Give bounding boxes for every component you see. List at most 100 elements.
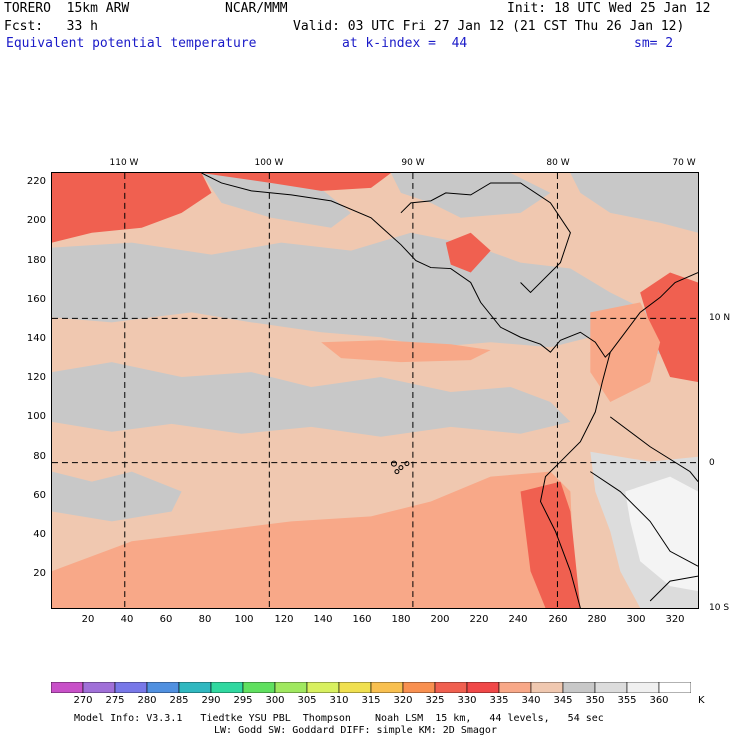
colorbar-label: 295: [233, 695, 253, 706]
field-region-330-335: [52, 173, 212, 243]
lat-label: 10 S: [709, 603, 730, 613]
lon-label: 100 W: [254, 158, 284, 168]
colorbar-swatch: [434, 682, 468, 693]
colorbar-swatch: [466, 682, 500, 693]
colorbar-label: 355: [617, 695, 637, 706]
colorbar-label: 325: [425, 695, 445, 706]
institution-label: NCAR/MMM: [225, 1, 288, 16]
colorbar-swatch: [370, 682, 404, 693]
colorbar-swatch: [626, 682, 660, 693]
field-region-335-340: [590, 302, 661, 402]
lon-label: 90 W: [401, 158, 425, 168]
colorbar-label: 340: [521, 695, 541, 706]
lat-label: 10 N: [709, 313, 731, 323]
y-tick: 40: [33, 529, 46, 540]
x-tick: 140: [313, 614, 333, 625]
x-tick: 100: [234, 614, 254, 625]
coastline-south-america: [539, 352, 611, 608]
y-tick: 120: [26, 372, 46, 383]
field-region-345-350: [570, 173, 698, 233]
galapagos-islands: [390, 460, 410, 475]
colorbar-swatch: [498, 682, 532, 693]
border-peru: [590, 471, 698, 567]
colorbar-label: 315: [361, 695, 381, 706]
colorbar-swatch: [242, 682, 276, 693]
field-region-330-335: [201, 173, 391, 191]
x-tick: 280: [587, 614, 607, 625]
field-region-345-350: [52, 471, 182, 522]
field-region-335-340: [52, 471, 576, 608]
colorbar-unit: K: [698, 695, 705, 706]
colorbar-label: 280: [137, 695, 157, 706]
colorbar-label: 360: [649, 695, 669, 706]
colorbar-label: 275: [105, 695, 125, 706]
colorbar-label: 335: [489, 695, 509, 706]
field-region-360: [625, 476, 698, 592]
colorbar-swatch: [594, 682, 628, 693]
y-tick: 80: [33, 451, 46, 462]
x-tick: 80: [198, 614, 212, 625]
x-tick: 160: [352, 614, 372, 625]
latlon-grid: [52, 173, 698, 608]
colorbar-swatch: [210, 682, 244, 693]
y-tick: 60: [33, 490, 46, 501]
colorbar-label: 330: [457, 695, 477, 706]
colorbar-swatch: [306, 682, 340, 693]
valid-time: Valid: 03 UTC Fri 27 Jan 12 (21 CST Thu …: [293, 19, 685, 34]
colorbar-swatch: [402, 682, 436, 693]
field-region-345-350: [52, 232, 698, 363]
y-tick: 100: [26, 411, 46, 422]
colorbar-label: 300: [265, 695, 285, 706]
coastline-central-america: [201, 173, 611, 358]
x-tick: 40: [120, 614, 134, 625]
x-tick: 300: [626, 614, 646, 625]
lat-label: 0: [709, 458, 715, 468]
smoothing-label: sm= 2: [634, 36, 674, 51]
colorbar-label: 270: [73, 695, 93, 706]
lon-label: 80 W: [546, 158, 570, 168]
colorbar-label: 320: [393, 695, 413, 706]
level-index: at k-index = 44: [342, 36, 468, 51]
x-tick: 120: [274, 614, 294, 625]
equivalent-potential-temperature-map: [51, 172, 699, 609]
coastlines: [201, 173, 698, 608]
y-tick: 200: [26, 215, 46, 226]
forecast-hour: Fcst: 33 h: [4, 19, 98, 34]
colorbar-swatch: [658, 682, 691, 693]
colorbar: [51, 682, 691, 693]
colorbar-label: 310: [329, 695, 349, 706]
colorbar-labels: 270 275 280 285 290 295 300 305 310 315 320 325 330 3…: [51, 695, 711, 707]
x-tick: 220: [469, 614, 489, 625]
y-tick: 220: [26, 176, 46, 187]
y-tick: 160: [26, 294, 46, 305]
field-region-330-335: [640, 272, 698, 383]
field-region-335-340: [321, 340, 491, 363]
colorbar-swatch: [530, 682, 564, 693]
coastline-colombia: [609, 272, 698, 353]
colorbar-swatch: [178, 682, 212, 693]
colorbar-label: 345: [553, 695, 573, 706]
colorbar-swatch: [51, 682, 84, 693]
x-tick: 180: [391, 614, 411, 625]
colorbar-label: 290: [201, 695, 221, 706]
colorbar-label: 305: [297, 695, 317, 706]
colorbar-swatch: [562, 682, 596, 693]
border-andes: [609, 416, 698, 482]
x-tick: 60: [159, 614, 173, 625]
field-region-345-350: [52, 362, 571, 437]
colorbar-swatch: [338, 682, 372, 693]
x-tick: 200: [430, 614, 450, 625]
y-tick: 140: [26, 333, 46, 344]
field-region-330-335: [445, 232, 491, 273]
field-name: Equivalent potential temperature: [6, 36, 257, 51]
model-title: TORERO 15km ARW: [4, 1, 130, 16]
coastline-caribbean: [400, 182, 571, 294]
y-tick: 180: [26, 255, 46, 266]
lon-label: 110 W: [109, 158, 139, 168]
x-tick: 240: [508, 614, 528, 625]
x-tick: 260: [548, 614, 568, 625]
init-time: Init: 18 UTC Wed 25 Jan 12: [507, 1, 711, 16]
lon-label: 70 W: [672, 158, 696, 168]
x-tick: 320: [665, 614, 685, 625]
colorbar-label: 350: [585, 695, 605, 706]
